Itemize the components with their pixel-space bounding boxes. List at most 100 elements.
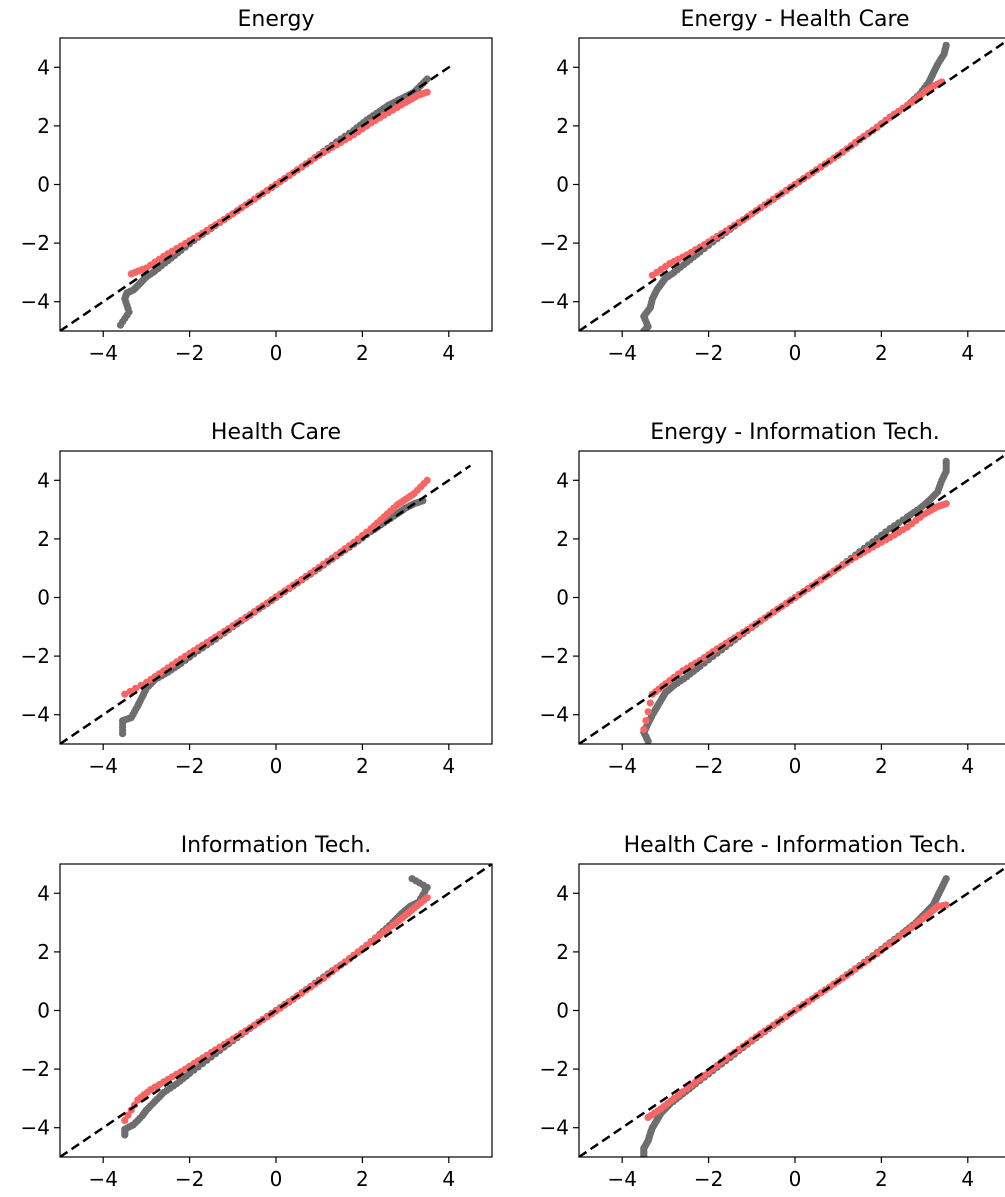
data-point	[930, 504, 938, 513]
y-tick-label: −2	[21, 644, 50, 668]
data-point	[169, 1082, 177, 1090]
data-point	[661, 262, 670, 271]
y-tick-label: 0	[556, 999, 569, 1023]
data-point	[654, 1107, 662, 1115]
x-tick-label: −4	[607, 1167, 636, 1191]
panel-title: Health Care - Information Tech.	[624, 833, 967, 858]
plot-area	[579, 454, 1004, 744]
x-tick-label: 4	[961, 341, 974, 365]
y-tick-label: 2	[556, 114, 569, 138]
data-point	[421, 887, 429, 895]
x-tick-label: 4	[961, 754, 974, 778]
y-tick-label: 2	[556, 940, 569, 964]
data-point	[121, 690, 129, 698]
series-1	[640, 457, 950, 744]
panel-title: Energy - Health Care	[680, 7, 909, 32]
plot-area	[60, 464, 472, 744]
data-point	[420, 896, 428, 904]
data-point	[668, 683, 676, 691]
data-point	[363, 528, 371, 536]
reference-line	[60, 63, 454, 331]
reference-line	[60, 864, 492, 1157]
y-tick-label: −2	[540, 1057, 569, 1081]
x-tick-label: 0	[270, 754, 283, 778]
y-tick-label: 0	[37, 173, 50, 197]
data-point	[922, 912, 930, 921]
panel-title: Energy - Information Tech.	[650, 420, 940, 445]
plot-area	[579, 41, 1004, 331]
data-point	[384, 925, 392, 933]
data-point	[408, 906, 416, 914]
x-tick-label: 0	[789, 341, 802, 365]
reference-line	[579, 867, 1004, 1157]
data-point	[182, 1072, 190, 1080]
series-2	[648, 78, 946, 279]
y-tick-label: 4	[556, 55, 569, 79]
data-point	[160, 1078, 168, 1086]
reference-line	[579, 454, 1004, 744]
data-point	[668, 270, 676, 278]
qq-panel-3: Health Care −4 −2 0 2 4 −4 −2 0 2 4	[21, 420, 493, 778]
y-tick-label: 0	[556, 173, 569, 197]
data-point	[124, 1111, 132, 1119]
data-point	[680, 261, 688, 269]
data-point	[674, 670, 683, 678]
data-point	[121, 1116, 129, 1124]
qq-panel-2: Energy - Health Care −4 −2 0 2 4 −4 −2 0 2 4	[540, 7, 1005, 365]
reference-line	[579, 41, 1004, 331]
data-point	[408, 491, 416, 499]
y-tick-label: 2	[37, 940, 50, 964]
data-point	[377, 516, 385, 524]
data-point	[397, 101, 405, 109]
data-point	[155, 670, 163, 678]
series-2	[640, 500, 950, 734]
y-tick-label: −4	[21, 703, 50, 727]
data-point	[143, 1088, 152, 1096]
data-point	[646, 699, 654, 707]
y-tick-label: 0	[37, 999, 50, 1023]
x-tick-label: 4	[961, 1167, 974, 1191]
data-point	[132, 684, 140, 692]
data-point	[412, 877, 420, 885]
data-point	[390, 504, 398, 512]
x-tick-label: −4	[607, 341, 636, 365]
qq-panel-6: Health Care - Information Tech. −4 −2 0 2 4 −4…	[540, 833, 1005, 1191]
data-point	[345, 133, 353, 141]
series-2	[121, 476, 431, 698]
plot-area	[579, 867, 1004, 1157]
series-2	[644, 901, 950, 1121]
y-tick-label: −2	[540, 231, 569, 255]
series-2	[127, 88, 431, 278]
data-point	[680, 675, 688, 683]
data-point	[940, 500, 948, 509]
qq-panel-1: Energy −4 −2 0 2 4 −4 −2 0 2 4	[21, 7, 493, 365]
data-point	[941, 877, 949, 885]
data-point	[942, 43, 950, 52]
x-tick-label: 0	[789, 1167, 802, 1191]
data-point	[882, 528, 890, 536]
data-point	[149, 1099, 157, 1108]
y-tick-label: 4	[37, 881, 50, 905]
data-point	[155, 255, 163, 263]
y-tick-label: −4	[21, 1116, 50, 1140]
x-tick-label: 0	[789, 754, 802, 778]
data-point	[899, 526, 907, 534]
y-tick-label: −2	[540, 644, 569, 668]
data-point	[942, 460, 950, 468]
x-tick-label: 2	[875, 341, 888, 365]
y-tick-label: 2	[556, 527, 569, 551]
x-tick-label: −2	[175, 1167, 204, 1191]
y-tick-label: 0	[556, 586, 569, 610]
x-tick-label: −2	[694, 341, 723, 365]
x-tick-label: 2	[875, 754, 888, 778]
x-tick-label: 4	[442, 1167, 455, 1191]
series-1	[640, 41, 950, 331]
data-point	[332, 964, 341, 973]
y-tick-label: 4	[556, 881, 569, 905]
x-tick-label: 0	[270, 341, 283, 365]
panel-title: Energy	[237, 7, 314, 32]
data-point	[886, 113, 894, 122]
x-tick-label: −4	[88, 1167, 117, 1191]
x-tick-label: −4	[88, 341, 117, 365]
data-point	[420, 480, 428, 488]
